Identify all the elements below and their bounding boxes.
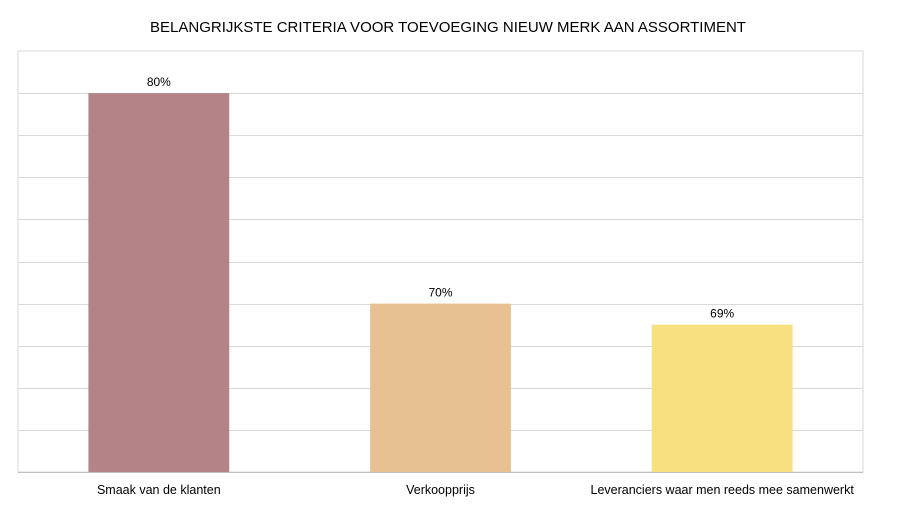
chart-title: BELANGRIJKSTE CRITERIA VOOR TOEVOEGING N… bbox=[150, 19, 746, 36]
category-label-2: Verkoopprijs bbox=[406, 483, 475, 497]
data-labels: 80% 70% 69% bbox=[147, 75, 735, 321]
bars bbox=[88, 93, 793, 472]
bar-3 bbox=[651, 324, 793, 472]
data-label-1: 80% bbox=[147, 75, 171, 89]
category-label-3: Leveranciers waar men reeds mee samenwer… bbox=[591, 483, 855, 497]
category-label-1: Smaak van de klanten bbox=[97, 483, 221, 497]
bar-2 bbox=[370, 303, 511, 472]
bar-1 bbox=[88, 93, 230, 472]
category-labels: Smaak van de klanten Verkoopprijs Leveranc… bbox=[97, 483, 854, 497]
data-label-2: 70% bbox=[428, 286, 452, 300]
data-label-3: 69% bbox=[710, 307, 734, 321]
